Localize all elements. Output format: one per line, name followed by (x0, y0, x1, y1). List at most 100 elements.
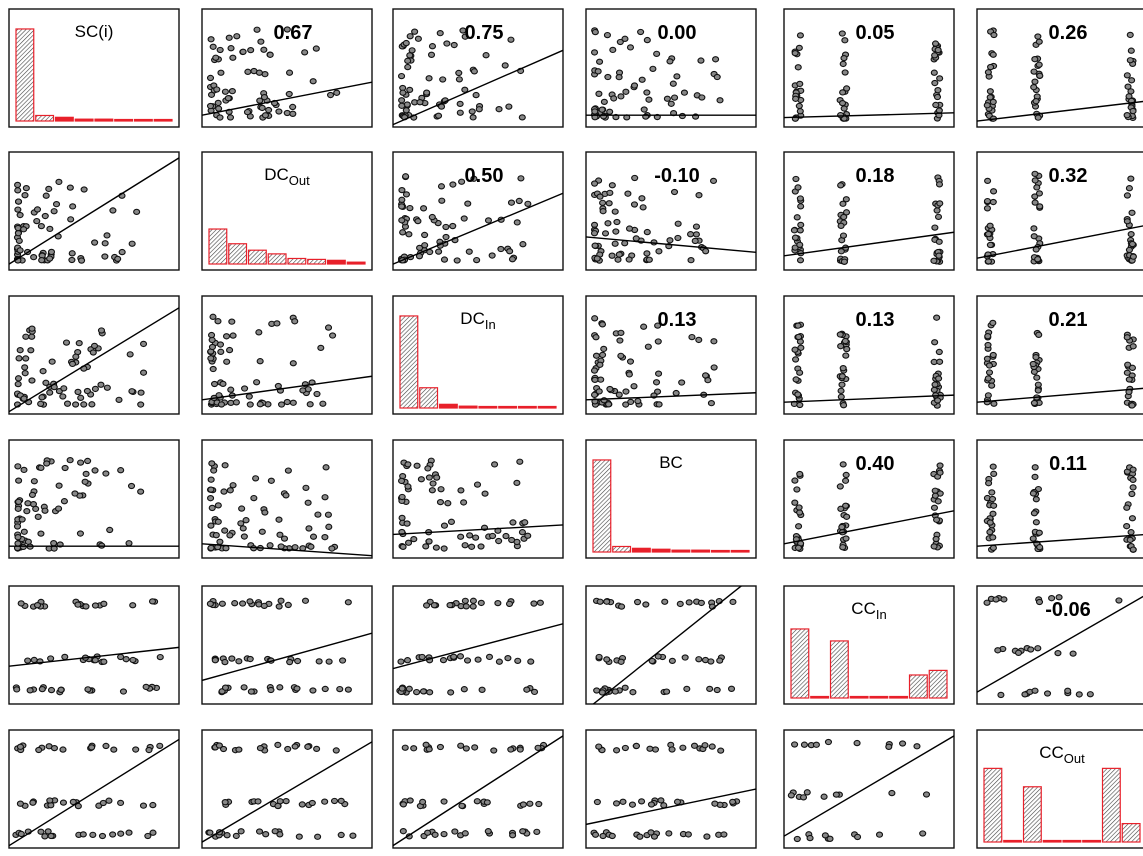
scatter-point (77, 459, 85, 466)
scatter-point (284, 601, 292, 609)
scatter-point (84, 686, 92, 693)
histogram-bar (1003, 839, 1023, 843)
scatter-point (518, 529, 526, 536)
scatter-point (1031, 464, 1039, 471)
scatter-point (59, 746, 67, 753)
scatter-point (455, 76, 463, 83)
scatter-point (713, 73, 721, 81)
scatter-point (221, 88, 229, 95)
scatter-point (42, 379, 50, 386)
scatter-point (309, 687, 317, 694)
scatter-point (404, 63, 412, 71)
scatter-point (128, 388, 136, 395)
scatter-point (790, 227, 798, 234)
scatter-point (609, 46, 617, 54)
histogram-bar (889, 695, 909, 699)
scatter-point (593, 687, 601, 694)
scatter-point (207, 486, 215, 493)
scatter-point (229, 482, 237, 489)
scatter-point (398, 97, 406, 104)
scatter-point (37, 222, 45, 230)
scatter-point (282, 797, 290, 805)
scatter-point (461, 86, 469, 93)
scatter-point (1029, 360, 1037, 368)
scatter-point (156, 742, 164, 750)
scatter-point (30, 478, 38, 485)
scatter-point (841, 337, 849, 345)
scatter-point (447, 518, 456, 525)
scatter-point (1035, 598, 1044, 606)
histogram-bar (537, 405, 557, 409)
scatter-point (216, 538, 224, 545)
scatter-point (115, 396, 123, 404)
scatter-point (843, 85, 851, 92)
scatter-point (315, 658, 323, 665)
scatter-point (59, 799, 68, 806)
panel-r1-c1: DCOut (201, 151, 373, 271)
scatter-point (149, 801, 157, 809)
scatter-point (14, 187, 22, 194)
scatter-point (246, 655, 254, 663)
scatter-point (226, 487, 234, 494)
scatter-point (678, 379, 686, 386)
scatter-point (47, 686, 56, 694)
panel-r3-c5: 0.11 (976, 439, 1143, 559)
scatter-point (598, 106, 606, 113)
scatter-point (990, 31, 998, 39)
scatter-point (601, 230, 610, 237)
scatter-point (1128, 77, 1136, 84)
scatter-point (638, 195, 646, 202)
scatter-point (637, 28, 645, 36)
scatter-point (226, 114, 235, 121)
histogram-bar (928, 669, 948, 699)
scatter-point (228, 318, 236, 325)
scatter-point (41, 212, 49, 220)
scatter-point (628, 801, 637, 808)
scatter-point (82, 603, 90, 610)
scatter-point (438, 197, 446, 204)
scatter-point (621, 240, 629, 247)
scatter-point (931, 492, 939, 499)
histogram-bar (829, 640, 849, 699)
scatter-point (321, 685, 329, 693)
histogram-bar (1042, 839, 1062, 843)
scatter-point (16, 800, 24, 807)
scatter-point (796, 401, 804, 409)
scatter-point (206, 74, 215, 82)
scatter-point (837, 111, 845, 119)
scatter-point (1048, 595, 1056, 602)
correlation-label: -0.10 (654, 165, 700, 187)
scatter-point (930, 543, 938, 550)
scatter-point (1035, 529, 1043, 536)
scatter-point (252, 475, 260, 482)
histogram-bar (326, 259, 346, 265)
scatter-point (223, 832, 231, 839)
scatter-point (616, 337, 624, 344)
regression-line (393, 623, 563, 670)
scatter-point (427, 51, 436, 58)
scatter-point (838, 523, 846, 531)
scatter-point (277, 543, 285, 550)
scatter-point (1031, 177, 1039, 184)
scatter-point (600, 98, 608, 106)
scatter-point (933, 93, 942, 101)
panel-r4-c2 (392, 585, 564, 705)
scatter-point (139, 802, 148, 809)
scatter-point (229, 332, 237, 339)
scatter-point (208, 504, 216, 512)
scatter-point (209, 313, 217, 320)
scatter-point (325, 523, 333, 530)
scatter-point (935, 348, 943, 356)
scatter-point (840, 258, 848, 265)
scatter-point (103, 232, 111, 239)
scatter-point (655, 370, 663, 377)
scatter-point (118, 248, 126, 256)
scatter-point (1129, 476, 1137, 484)
scatter-point (645, 96, 653, 103)
panel-r5-c0 (8, 729, 180, 849)
correlation-label: 0.26 (1049, 22, 1088, 44)
scatter-point (46, 389, 54, 396)
histogram-bar (247, 249, 267, 265)
scatter-point (33, 217, 41, 225)
scatter-point (1127, 88, 1135, 95)
